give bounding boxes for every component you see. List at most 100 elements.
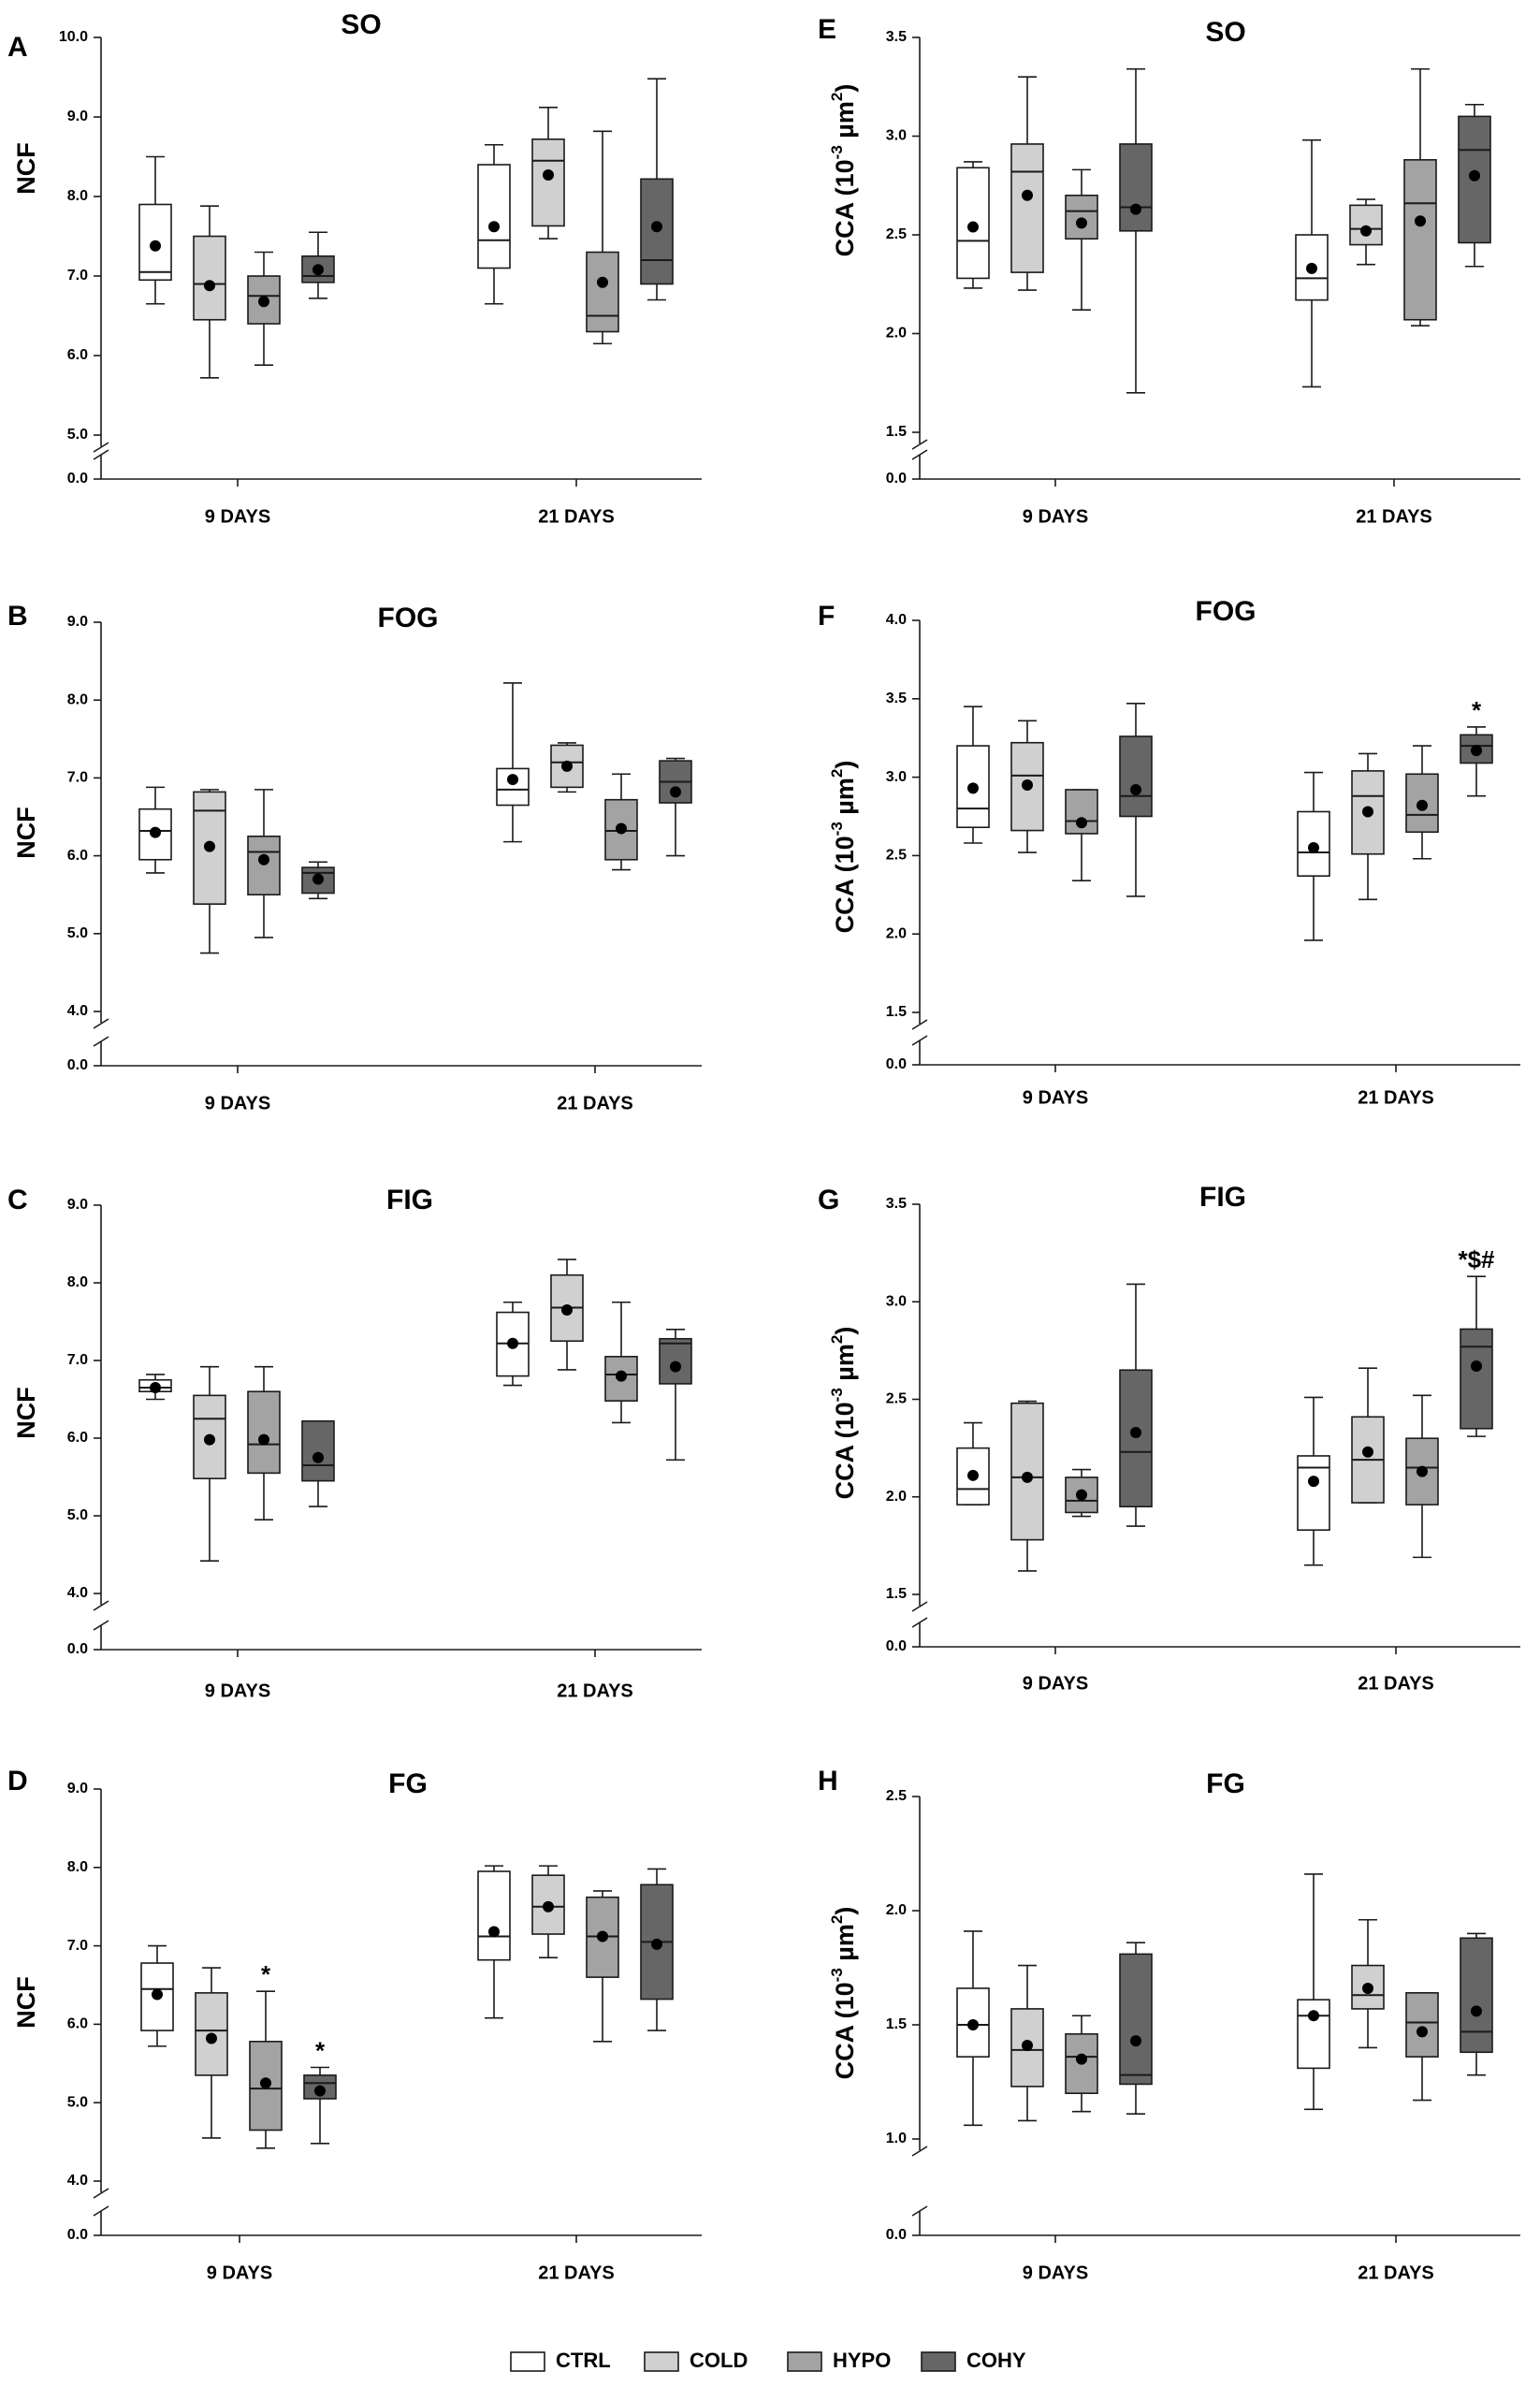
box-mean-point: [1076, 217, 1087, 229]
x-category-label: 21 DAYS: [1356, 506, 1432, 527]
box-mean-point: [1308, 2010, 1319, 2022]
box-mean-point: [1417, 799, 1428, 811]
box-mean-point: [312, 873, 324, 885]
x-category-label: 21 DAYS: [1358, 1673, 1434, 1694]
box-mean-point: [651, 1938, 662, 1950]
y-tick-label: 3.0: [886, 1293, 907, 1309]
box-cohy-21d: [1460, 1932, 1493, 2076]
box-mean-point: [561, 760, 573, 772]
legend-swatch: [787, 2351, 822, 2372]
box-hypo-21d: [586, 1890, 619, 2043]
box-ctrl-9d: [140, 1944, 174, 2047]
box-iqr: [477, 164, 511, 269]
box-cohy-9d: [1119, 67, 1153, 394]
box-cold-9d: [193, 205, 226, 379]
box-cohy-9d: [301, 231, 335, 299]
panels-layer: A SO NCF 0.0 5.0 6.0 7.0 8.0 9.0 10.0 9 DAYS 21 DAY…: [7, 9, 1520, 2283]
panel-title: SO: [1205, 17, 1245, 48]
panel-e: E SO CCA (10-3 µm2) 0.0 1.5 2.0 2.5 3.0 3.5 9 DAY…: [818, 14, 1520, 527]
box-mean-point: [507, 774, 518, 786]
box-ctrl-9d: [956, 1421, 990, 1506]
panel-b: B FOG NCF 0.0 4.0 5.0 6.0 7.0 8.0 9.0 9 DAYS 21 DAY…: [7, 601, 702, 1113]
box-ctrl-21d: [1297, 771, 1330, 941]
y-tick-label: 6.0: [67, 848, 88, 864]
box-mean-point: [1022, 778, 1033, 791]
y-tick-label: 4.0: [67, 1003, 88, 1019]
box-cohy-9d: *: [303, 2036, 337, 2145]
box-mean-point: [488, 1926, 500, 1938]
panel-title: FOG: [378, 603, 439, 633]
box-hypo-9d: [1065, 2015, 1098, 2113]
panel-f: F FOG CCA (10-3 µm2) 0.0 1.5 2.0 2.5 3.0 3.5 4.0 9…: [818, 596, 1520, 1108]
y-tick-label: 4.0: [67, 1585, 88, 1601]
box-iqr: [477, 1870, 511, 1961]
box-mean-point: [1076, 817, 1087, 829]
box-mean-point: [1469, 169, 1480, 182]
box-mean-point: [1417, 1465, 1428, 1477]
panel-g: G FIG CCA (10-3 µm2) 0.0 1.5 2.0 2.5 3.0 3.5 9 DA…: [818, 1182, 1520, 1694]
box-mean-point: [597, 276, 608, 288]
box-hypo-21d: [1403, 67, 1437, 327]
y-tick-label: 0.0: [67, 471, 88, 487]
box-cohy-21d: [640, 1868, 674, 2031]
y-tick-label: 3.5: [886, 691, 907, 706]
panel-title: FG: [388, 1768, 428, 1799]
x-category-label: 9 DAYS: [205, 506, 270, 527]
y-tick-label: 5.0: [67, 1507, 88, 1523]
box-hypo-9d: [1065, 789, 1098, 882]
box-cohy-21d: [659, 1329, 692, 1462]
x-category-label: 9 DAYS: [1023, 1087, 1088, 1108]
box-mean-point: [1308, 1476, 1319, 1488]
box-ctrl-21d: [496, 1301, 530, 1387]
panel-letter: H: [818, 1766, 838, 1797]
y-tick-label: 5.0: [67, 427, 88, 443]
box-iqr: [1460, 1937, 1493, 2054]
box-ctrl-9d: [956, 706, 990, 844]
box-iqr: [956, 745, 990, 829]
box-mean-point: [1130, 1426, 1141, 1438]
box-iqr: [1119, 143, 1153, 232]
box-cold-21d: [550, 742, 584, 793]
y-tick-label: 0.0: [886, 1056, 907, 1072]
x-category-label: 9 DAYS: [207, 2262, 272, 2283]
panel-title: FIG: [1199, 1182, 1246, 1213]
y-tick-label: 3.5: [886, 29, 907, 45]
y-tick-label: 0.0: [886, 2227, 907, 2243]
box-mean-point: [152, 1988, 163, 2000]
y-tick-label: 2.0: [886, 925, 907, 941]
box-mean-point: [1130, 203, 1141, 215]
significance-annotation: *: [261, 1960, 271, 1988]
y-tick-label: 8.0: [67, 691, 88, 707]
y-tick-label: 8.0: [67, 1859, 88, 1875]
significance-annotation: *: [1472, 696, 1482, 724]
box-mean-point: [206, 2032, 217, 2044]
panel-letter: C: [7, 1185, 28, 1215]
panel-title: FOG: [1196, 596, 1257, 627]
x-category-label: 9 DAYS: [1023, 506, 1088, 527]
y-tick-label: 3.5: [886, 1196, 907, 1212]
box-cohy-9d: [301, 1419, 335, 1507]
box-mean-point: [204, 280, 215, 292]
box-hypo-9d: [1065, 1468, 1098, 1518]
y-tick-label: 1.5: [886, 2016, 907, 2032]
axis-break-mark: [93, 1600, 109, 1631]
box-mean-point: [967, 221, 979, 233]
box-cold-9d: [1010, 1400, 1044, 1572]
box-ctrl-21d: [1297, 1873, 1330, 2111]
box-mean-point: [258, 1433, 269, 1446]
x-category-label: 21 DAYS: [538, 506, 615, 527]
legend-item-ctrl: CTRL: [510, 2349, 611, 2372]
box-cold-21d: [550, 1258, 584, 1371]
x-category-label: 9 DAYS: [205, 1680, 270, 1701]
box-ctrl-21d: [496, 682, 530, 843]
legend: CTRL COLD HYPO COHY: [510, 2349, 1026, 2372]
y-tick-label: 2.5: [886, 226, 907, 242]
box-mean-point: [561, 1304, 573, 1317]
y-tick-label: 7.0: [67, 1938, 88, 1954]
box-cold-9d: [195, 1967, 228, 2139]
box-mean-point: [1022, 189, 1033, 201]
box-ctrl-21d: [477, 143, 511, 305]
box-mean-point: [1076, 2053, 1087, 2065]
y-tick-label: 2.5: [886, 1391, 907, 1407]
